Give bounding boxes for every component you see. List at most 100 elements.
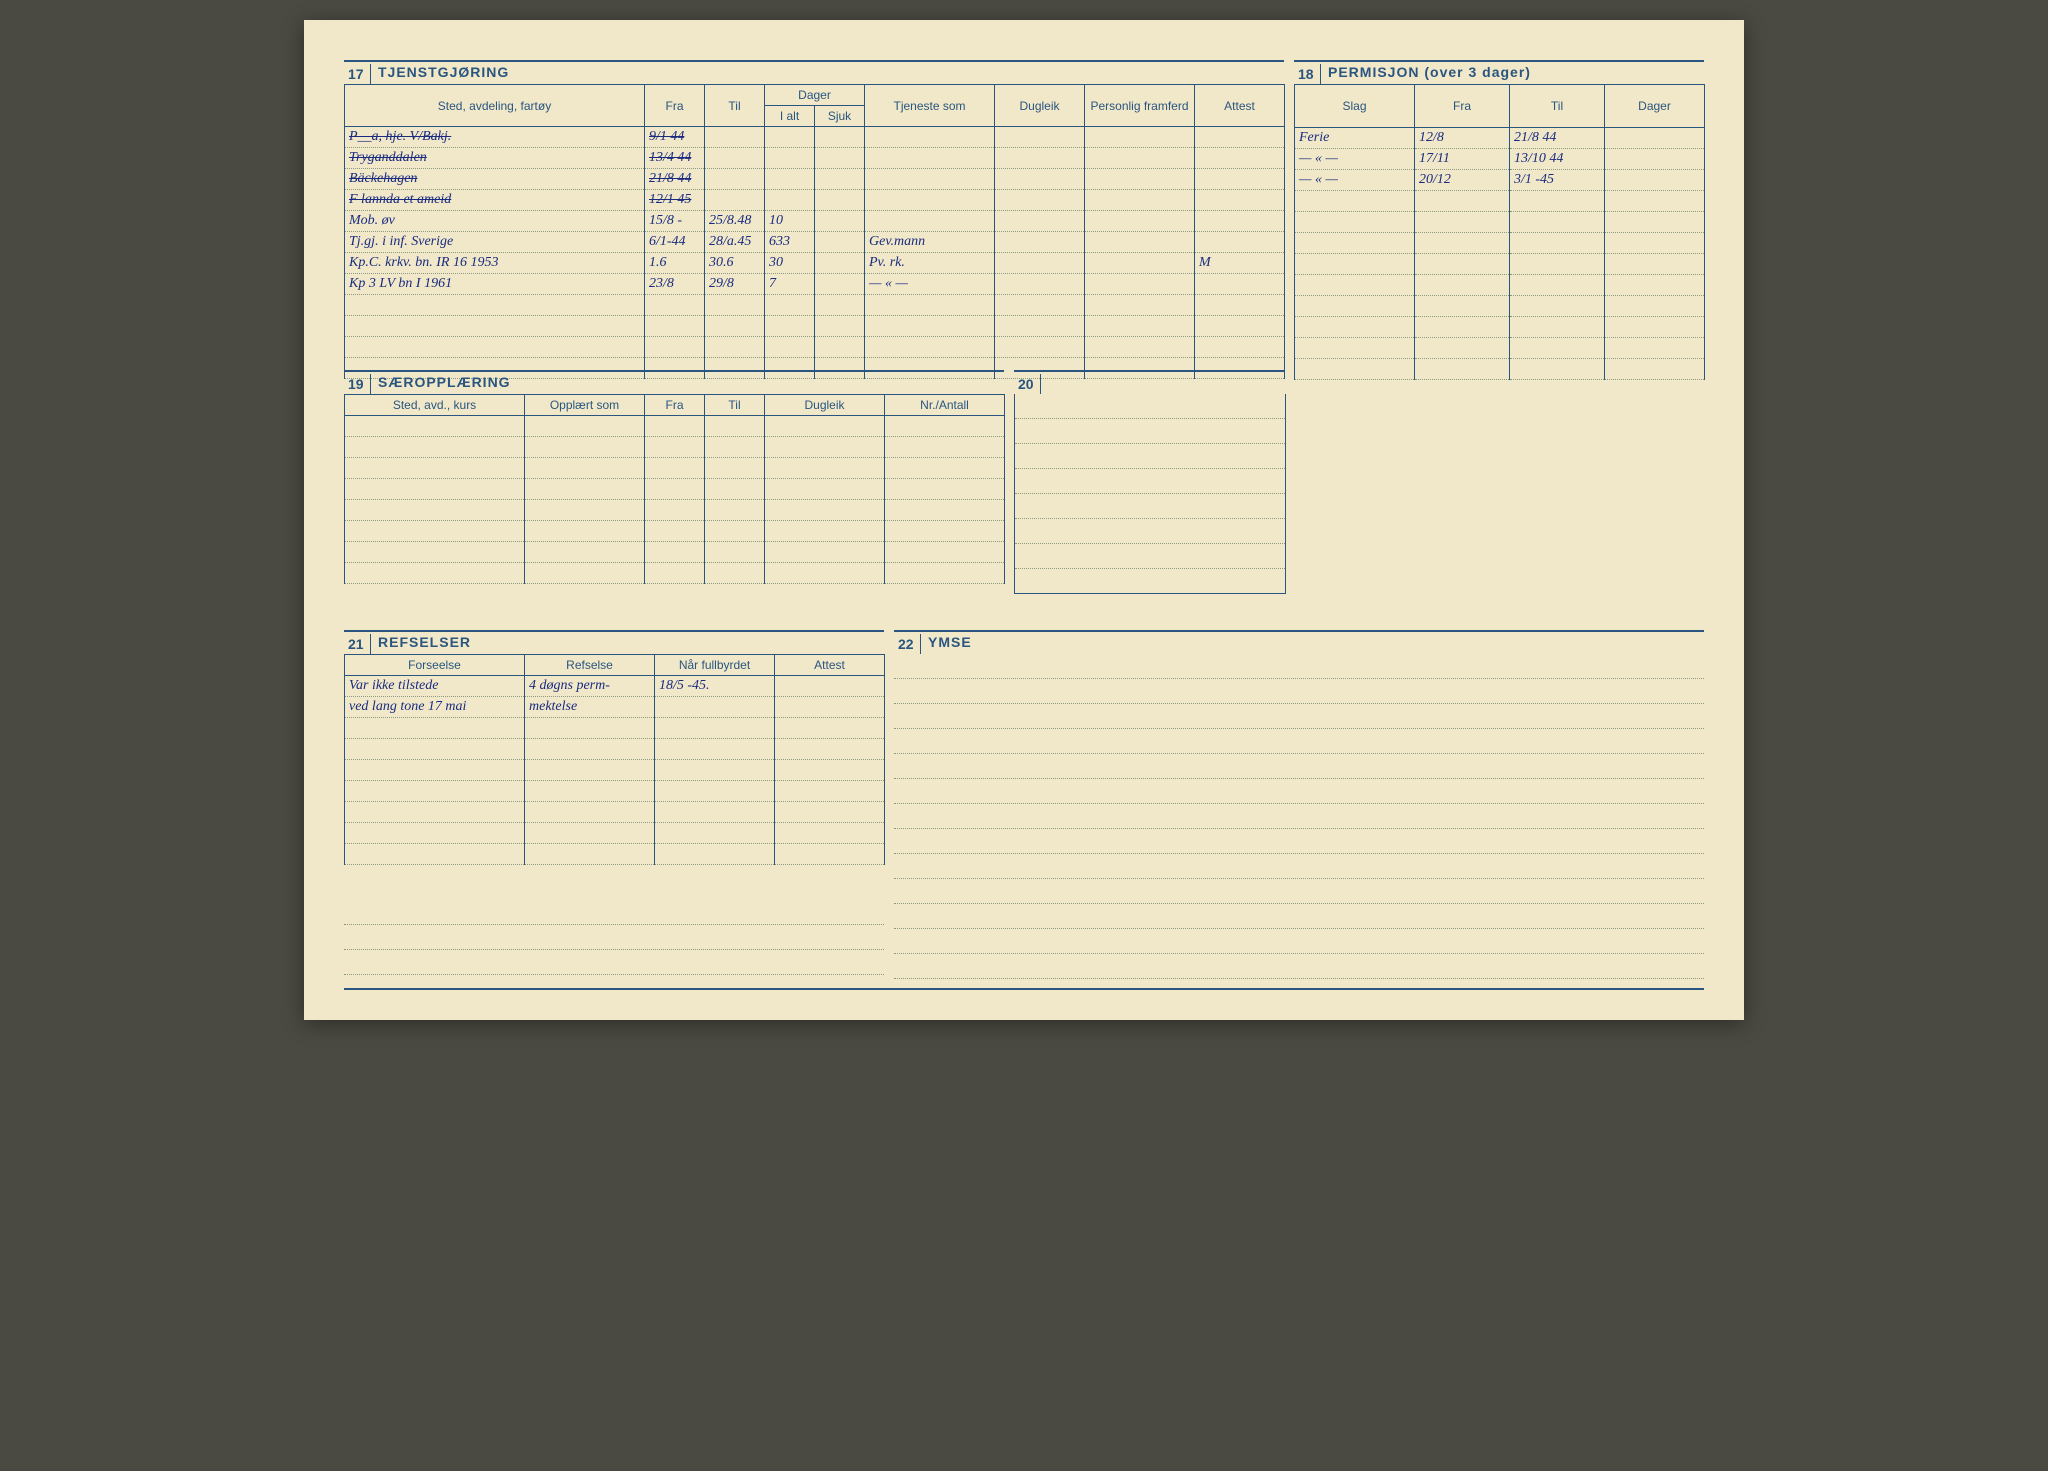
cell-fullbyrdet	[655, 844, 775, 865]
table-row: P__a, hje. V/Bakj.9/1 44	[345, 127, 1285, 148]
cell-ialt: 633	[765, 232, 815, 253]
cell-ialt	[765, 169, 815, 190]
cell-attest	[775, 781, 885, 802]
cell-dugleik	[765, 542, 885, 563]
cell-fra	[1415, 191, 1510, 212]
cell-fra	[1415, 233, 1510, 254]
cell-slag: — « —	[1295, 149, 1415, 170]
table-row	[345, 739, 885, 760]
cell-sjuk	[815, 295, 865, 316]
cell-attest	[1195, 295, 1285, 316]
cell-sjuk	[815, 127, 865, 148]
table-row: Bäckehagen21/8 44	[345, 169, 1285, 190]
cell-dugleik	[995, 169, 1085, 190]
cell-attest	[775, 739, 885, 760]
col-dager: Dager	[765, 85, 865, 106]
cell-nr	[885, 416, 1005, 437]
table-row	[345, 500, 1005, 521]
cell-dugleik	[765, 563, 885, 584]
cell-tjeneste	[865, 295, 995, 316]
cell-sted	[345, 521, 525, 542]
table-17: Sted, avdeling, fartøy Fra Til Dager Tje…	[344, 84, 1285, 379]
cell-refselse	[525, 823, 655, 844]
table-row	[345, 437, 1005, 458]
table-row	[345, 802, 885, 823]
cell-sjuk	[815, 337, 865, 358]
cell-fra	[1415, 254, 1510, 275]
table-row	[1295, 191, 1705, 212]
cell-attest	[775, 718, 885, 739]
cell-sted	[345, 295, 645, 316]
table-row: Mob. øv15/8 -25/8.4810	[345, 211, 1285, 232]
cell-dugleik	[995, 190, 1085, 211]
cell-refselse	[525, 739, 655, 760]
table-row	[345, 521, 1005, 542]
cell-dugleik	[995, 232, 1085, 253]
table-row	[345, 823, 885, 844]
cell-attest	[1195, 337, 1285, 358]
cell-ialt	[765, 127, 815, 148]
cell-fra	[1415, 338, 1510, 359]
cell-fra: 20/12	[1415, 170, 1510, 191]
cell-opplart	[525, 521, 645, 542]
cell-dager	[1605, 338, 1705, 359]
cell-refselse	[525, 802, 655, 823]
cell-slag	[1295, 359, 1415, 380]
cell-slag	[1295, 233, 1415, 254]
section-21: 21 REFSELSER Forseelse Refselse Når full…	[344, 630, 884, 632]
table-row	[345, 295, 1285, 316]
cell-dager	[1605, 296, 1705, 317]
cell-tjeneste: — « —	[865, 274, 995, 295]
cell-attest	[1195, 316, 1285, 337]
cell-refselse	[525, 760, 655, 781]
cell-tjeneste	[865, 337, 995, 358]
section-title-18: PERMISJON (over 3 dager)	[1328, 64, 1531, 80]
cell-fra	[645, 295, 705, 316]
cell-ialt	[765, 190, 815, 211]
col-fullbyrdet: Når fullbyrdet	[655, 655, 775, 676]
cell-til	[705, 437, 765, 458]
cell-sted	[345, 563, 525, 584]
cell-ialt	[765, 295, 815, 316]
col-attest21: Attest	[775, 655, 885, 676]
cell-til	[1510, 191, 1605, 212]
cell-attest	[775, 676, 885, 697]
cell-slag	[1295, 338, 1415, 359]
table-row	[1295, 338, 1705, 359]
cell-fra: 15/8 -	[645, 211, 705, 232]
cell-framferd	[1085, 127, 1195, 148]
cell-til: 28/a.45	[705, 232, 765, 253]
cell-ialt: 10	[765, 211, 815, 232]
cell-forseelse	[345, 844, 525, 865]
cell-fra	[645, 416, 705, 437]
cell-fra	[1415, 212, 1510, 233]
cell-til	[705, 295, 765, 316]
cell-attest	[775, 802, 885, 823]
cell-fra	[645, 479, 705, 500]
cell-framferd	[1085, 211, 1195, 232]
cell-ialt: 30	[765, 253, 815, 274]
cell-opplart	[525, 458, 645, 479]
cell-dugleik	[995, 211, 1085, 232]
cell-til	[705, 563, 765, 584]
cell-til	[705, 358, 765, 379]
table-row	[345, 416, 1005, 437]
table-row	[1295, 317, 1705, 338]
cell-dugleik	[995, 253, 1085, 274]
cell-framferd	[1085, 337, 1195, 358]
table-row	[1295, 359, 1705, 380]
table-row: Kp.C. krkv. bn. IR 16 19531.630.630Pv. r…	[345, 253, 1285, 274]
cell-fra	[1415, 317, 1510, 338]
table-row	[345, 781, 885, 802]
section-19: 19 SÆROPPLÆRING Sted, avd., kurs Opplært…	[344, 370, 1004, 372]
cell-attest	[1195, 169, 1285, 190]
cell-tjeneste	[865, 190, 995, 211]
cell-opplart	[525, 542, 645, 563]
cell-sted	[345, 542, 525, 563]
cell-framferd	[1085, 190, 1195, 211]
cell-til	[1510, 212, 1605, 233]
cell-dugleik	[995, 295, 1085, 316]
cell-sjuk	[815, 169, 865, 190]
cell-slag	[1295, 191, 1415, 212]
cell-framferd	[1085, 295, 1195, 316]
